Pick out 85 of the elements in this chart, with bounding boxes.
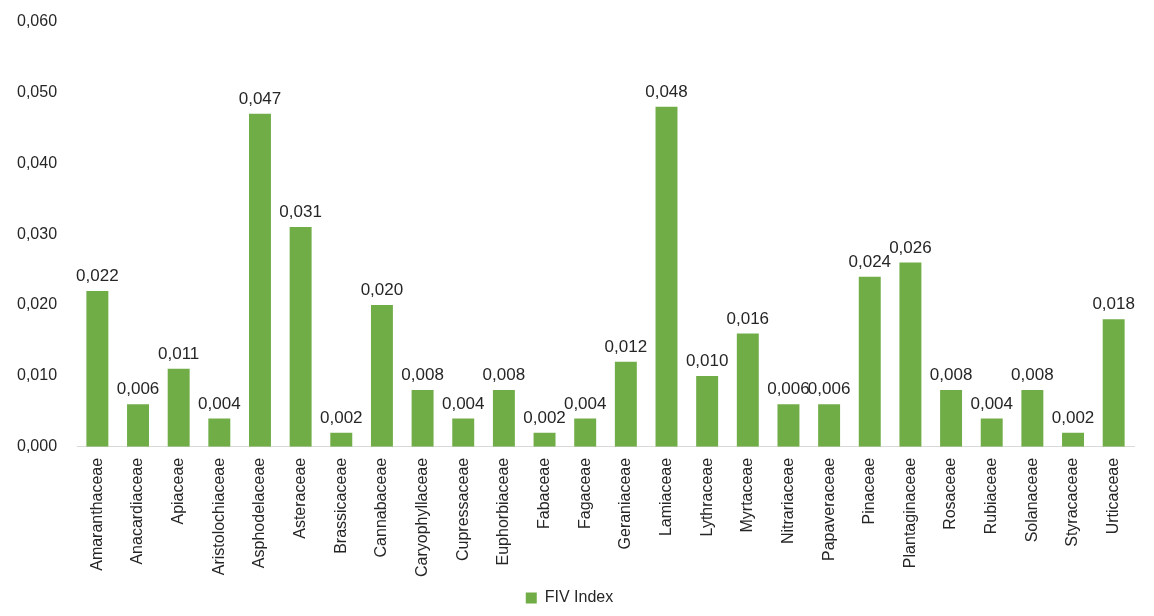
y-tick-label: 0,040 (16, 153, 58, 171)
data-label: 0,010 (685, 351, 729, 371)
data-label: 0,004 (441, 393, 485, 413)
data-label: 0,020 (360, 280, 404, 300)
x-tick-label: Styracaceae (1063, 457, 1081, 547)
data-label: 0,004 (970, 393, 1013, 413)
data-label: 0,022 (76, 266, 119, 286)
legend-label: FIV Index (544, 588, 614, 606)
bar (980, 418, 1003, 447)
data-label: 0,012 (604, 336, 648, 356)
bar (452, 418, 475, 447)
bar (289, 227, 312, 447)
bar (777, 404, 800, 447)
bar (370, 305, 393, 447)
data-label: 0,002 (1051, 407, 1095, 427)
bar (208, 418, 231, 447)
bar (167, 368, 190, 447)
data-label: 0,004 (198, 393, 241, 413)
bar (86, 290, 109, 447)
bar (818, 404, 841, 447)
bar (1021, 390, 1044, 447)
x-tick-label: Pinaceae (860, 457, 878, 525)
x-tick-label: Plantaginaceae (900, 457, 918, 569)
data-label: 0,006 (767, 379, 810, 399)
x-tick-label: Apiaceae (169, 457, 187, 525)
data-label: 0,006 (116, 379, 160, 399)
bar (411, 390, 434, 447)
bar (1102, 319, 1125, 447)
x-tick-label: Fabaceae (534, 457, 552, 529)
x-tick-label: Rosaceae (941, 457, 959, 530)
x-tick-label: Papaveraceae (819, 457, 837, 562)
x-tick-label: Geraniaceae (616, 457, 634, 550)
data-label: 0,018 (1092, 294, 1135, 314)
y-tick-label: 0,000 (16, 437, 58, 455)
x-tick-label: Lythraceae (697, 457, 715, 537)
x-tick-label: Caryophyllaceae (412, 457, 430, 578)
x-tick-label: Urticaceae (1104, 457, 1122, 535)
x-tick-label: Nitrariaceae (778, 457, 796, 545)
bar (736, 333, 759, 447)
y-tick-label: 0,050 (16, 82, 58, 100)
data-label: 0,008 (929, 365, 973, 385)
x-tick-label: Cupressaceae (453, 457, 471, 561)
bar (655, 106, 678, 447)
data-label: 0,002 (523, 407, 566, 427)
x-tick-label: Rubiaceae (982, 457, 1000, 535)
bar (330, 432, 353, 447)
y-tick-label: 0,030 (16, 224, 58, 242)
data-label: 0,048 (645, 81, 688, 101)
bar (940, 390, 963, 447)
data-label: 0,047 (238, 88, 282, 108)
x-tick-label: Fagaceae (575, 457, 593, 529)
x-tick-label: Euphorbiaceae (494, 457, 512, 566)
bar (858, 276, 881, 447)
bar (899, 262, 922, 447)
data-label: 0,008 (1011, 365, 1054, 385)
bar (696, 375, 719, 447)
bar (249, 113, 271, 447)
bar (533, 432, 556, 447)
x-tick-label: Aristolochiaceae (209, 457, 227, 576)
data-label: 0,026 (889, 237, 932, 257)
data-label: 0,008 (401, 365, 444, 385)
x-tick-label: Cannabaceae (372, 457, 390, 558)
data-label: 0,011 (158, 344, 200, 364)
bar (127, 404, 149, 447)
y-tick-label: 0,020 (16, 295, 58, 313)
data-label: 0,006 (807, 379, 851, 399)
data-label: 0,008 (482, 365, 526, 385)
data-label: 0,002 (320, 407, 363, 427)
x-tick-label: Lamiaceae (656, 457, 674, 537)
x-tick-label: Anacardiaceae (128, 457, 146, 565)
x-tick-label: Asteraceae (291, 457, 309, 539)
x-tick-label: Brassicaceae (331, 457, 349, 554)
y-tick-label: 0,010 (16, 366, 58, 384)
data-label: 0,024 (848, 251, 892, 271)
x-tick-label: Asphodelaceae (250, 457, 268, 569)
x-tick-label: Amaranthaceae (87, 457, 105, 571)
bar (614, 361, 637, 447)
data-label: 0,031 (279, 202, 322, 222)
y-tick-label: 0,060 (16, 12, 58, 30)
bar (574, 418, 597, 447)
bar (1062, 432, 1084, 447)
bar (492, 390, 515, 447)
x-tick-label: Myrtaceae (738, 457, 756, 533)
x-tick-label: Solanaceae (1022, 457, 1040, 543)
data-label: 0,016 (726, 308, 770, 328)
